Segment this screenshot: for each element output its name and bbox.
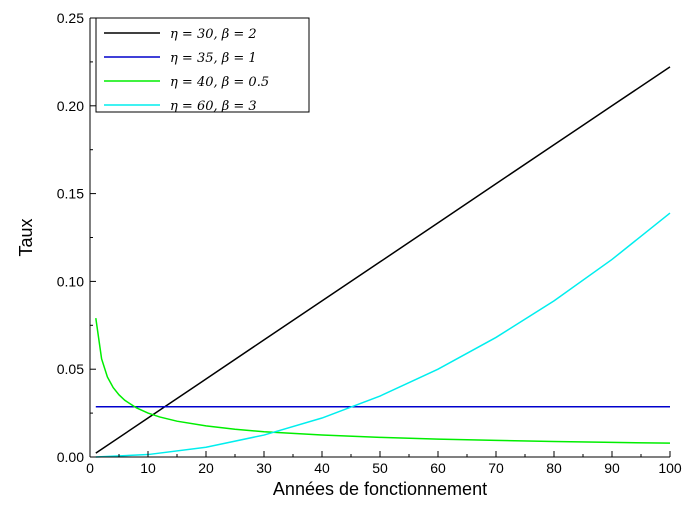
x-tick-label: 80 (546, 460, 562, 476)
series-line-1 (95, 66, 671, 454)
x-tick-label: 20 (198, 460, 214, 476)
x-tick-label: 50 (372, 460, 388, 476)
legend-label-2: η = 35, β = 1 (170, 51, 257, 66)
x-tick-label: 0 (86, 460, 94, 476)
legend: η = 30, β = 2 η = 35, β = 1 η = 40, β = 0.… (95, 17, 310, 114)
series-line-4 (95, 212, 671, 458)
series-layer (95, 66, 671, 458)
y-tick-label: 0.05 (57, 361, 84, 377)
x-tick-label: 70 (488, 460, 504, 476)
ticks-layer: 0 10 20 30 40 50 60 70 80 90 100 0.00 0.05 0.10 0.15 0.… (57, 10, 682, 476)
x-tick-label: 40 (314, 460, 330, 476)
x-tick-label: 90 (604, 460, 620, 476)
legend-label-4: η = 60, β = 3 (170, 99, 257, 114)
y-tick-label: 0.25 (57, 10, 84, 26)
x-tick-label: 60 (430, 460, 446, 476)
x-tick-label: 100 (658, 460, 682, 476)
y-tick-label: 0.15 (57, 186, 84, 202)
legend-label-3: η = 40, β = 0.5 (170, 75, 269, 90)
y-tick-label: 0.00 (57, 449, 84, 465)
x-tick-label: 30 (256, 460, 272, 476)
legend-label-1: η = 30, β = 2 (170, 27, 257, 42)
x-axis-label: Années de fonctionnement (273, 479, 487, 499)
series-line-3 (95, 317, 671, 444)
x-tick-label: 10 (140, 460, 156, 476)
y-tick-label: 0.20 (57, 98, 84, 114)
y-tick-label: 0.10 (57, 273, 84, 289)
y-axis-label: Taux (16, 218, 36, 256)
